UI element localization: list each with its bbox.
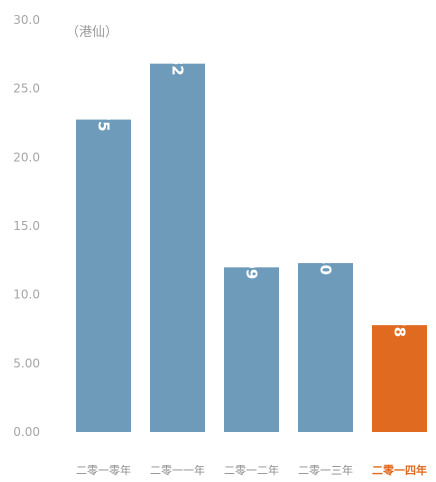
- unit-label: （港仙）: [66, 25, 118, 40]
- x-category-label: 二零一二年: [224, 463, 279, 477]
- y-tick-label: 5.00: [13, 356, 40, 370]
- bar-value-label: 12.30: [317, 228, 335, 275]
- bars: 22.75 26.82 11.99 12.30 7.78: [76, 28, 427, 433]
- bar-value-label: 7.78: [391, 300, 409, 337]
- x-axis-categories: 二零一零年 二零一一年 二零一二年 二零一三年 二零一四年: [76, 463, 427, 477]
- y-axis-ticks: 0.00 5.00 10.0 15.0 20.0 25.0 30.0: [13, 13, 40, 439]
- bar-value-label: 22.75: [95, 84, 113, 131]
- y-tick-label: 20.0: [13, 150, 40, 164]
- y-tick-label: 25.0: [13, 82, 40, 96]
- bar: [76, 119, 131, 433]
- y-tick-label: 30.0: [13, 13, 40, 27]
- bar: [224, 267, 279, 432]
- y-tick-label: 0.00: [13, 425, 40, 439]
- x-category-label: 二零一四年: [372, 463, 427, 477]
- y-tick-label: 10.0: [13, 288, 40, 302]
- x-category-label: 二零一零年: [76, 463, 131, 477]
- y-tick-label: 15.0: [13, 219, 40, 233]
- bar: [372, 325, 427, 432]
- bar: [150, 63, 205, 433]
- x-category-label: 二零一一年: [150, 463, 205, 477]
- bar-value-label: 26.82: [169, 28, 187, 75]
- bar-value-label: 11.99: [243, 232, 261, 279]
- bar: [298, 263, 353, 432]
- x-category-label: 二零一三年: [298, 463, 353, 477]
